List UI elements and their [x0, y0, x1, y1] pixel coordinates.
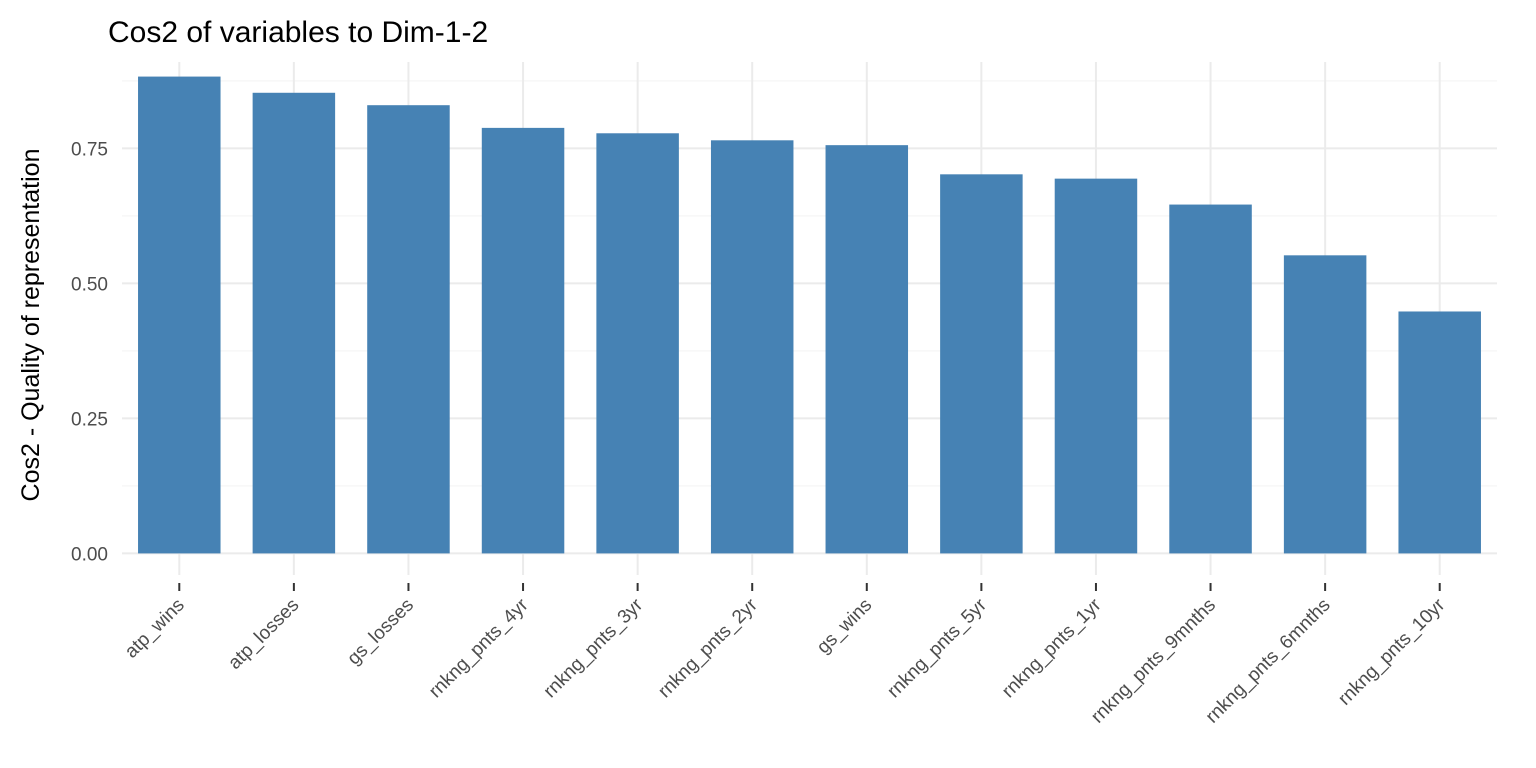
y-tick-label: 0.50 [71, 274, 108, 295]
bar-rnkng_pnts_3yr [596, 133, 679, 554]
bar-atp_wins [138, 76, 221, 554]
x-tick-label: rnkng_pnts_10yr [1334, 594, 1449, 709]
x-tick-label: gs_losses [343, 595, 418, 670]
bar-rnkng_pnts_4yr [481, 127, 565, 554]
bar-rnkng_pnts_9mnths [1169, 204, 1252, 554]
chart-title: Cos2 of variables to Dim-1-2 [108, 16, 488, 49]
x-tick-label: gs_wins [813, 595, 876, 658]
bar-rnkng_pnts_2yr [710, 140, 794, 554]
y-axis-title: Cos2 - Quality of representation [17, 149, 45, 502]
y-tick-label: 0.00 [71, 544, 108, 565]
bar-gs_losses [367, 105, 450, 554]
y-tick-label: 0.75 [71, 139, 108, 160]
x-tick-label: atp_losses [224, 595, 303, 674]
x-tick-label: rnkng_pnts_3yr [540, 594, 648, 702]
x-tick-label: rnkng_pnts_6mnths [1202, 595, 1335, 728]
x-tick-label: rnkng_pnts_4yr [425, 594, 533, 702]
x-tick-label: rnkng_pnts_5yr [883, 594, 991, 702]
bar-gs_wins [825, 145, 909, 554]
bar-rnkng_pnts_5yr [940, 174, 1023, 554]
bar-rnkng_pnts_6mnths [1283, 255, 1367, 554]
x-tick-label: rnkng_pnts_1yr [998, 594, 1106, 702]
y-tick-label: 0.25 [71, 409, 108, 430]
x-tick-label: atp_wins [121, 595, 189, 663]
bar-atp_losses [252, 92, 336, 554]
bar-rnkng_pnts_10yr [1398, 311, 1481, 554]
bars [138, 76, 1481, 554]
x-tick-label: rnkng_pnts_2yr [654, 594, 762, 702]
x-tick-label: rnkng_pnts_9mnths [1087, 595, 1220, 728]
bar-rnkng_pnts_1yr [1054, 178, 1138, 554]
